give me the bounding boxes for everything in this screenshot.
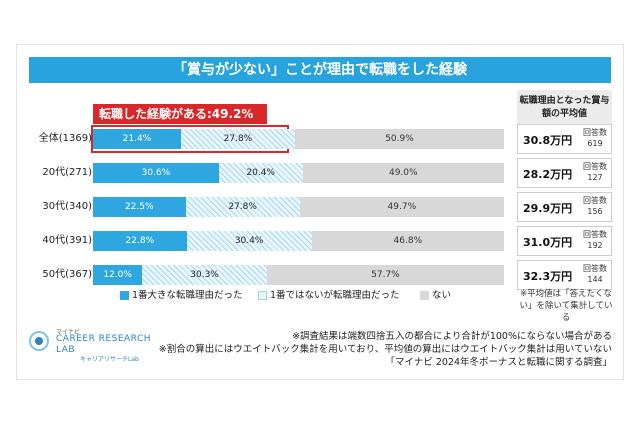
bar-segment-s2: 30.4% (186, 231, 312, 251)
logo-line1: CAREER RESEARCH (56, 334, 152, 344)
row-label: 30代(340) (42, 201, 92, 212)
response-count-value: 127 (587, 173, 603, 182)
response-count-value: 192 (587, 241, 603, 250)
legend-label: ない (432, 290, 452, 301)
bonus-average-cell: 29.9万円 回答数 156 (517, 192, 612, 222)
bonus-average-cell: 32.3万円 回答数 144 (517, 260, 612, 290)
chart-title: 「賞与が少ない」ことが理由で転職をした経験 (29, 57, 611, 83)
row-label: 50代(367) (42, 269, 92, 280)
bonus-amount: 29.9万円 (523, 202, 573, 215)
response-count-value: 144 (587, 275, 603, 284)
bonus-average-cell: 28.2万円 回答数 127 (517, 158, 612, 188)
bar-segment-s3: 50.9% (295, 129, 504, 149)
row-label: 20代(271) (42, 167, 92, 178)
response-count-label: 回答数 (583, 264, 607, 273)
bonus-amount: 30.8万円 (523, 134, 573, 147)
bar-segment-s1: 22.5% (93, 197, 186, 217)
logo-wordmark: CAREER RESEARCH LAB (56, 334, 151, 356)
bar-segment-s1: 30.6% (93, 163, 219, 183)
legend-swatch-none (420, 291, 429, 300)
average-note: ※平均値は「答えたくない」を除いて集計している (519, 289, 613, 323)
response-count-label: 回答数 (583, 128, 607, 137)
logo-brand: マイナビ (56, 329, 80, 336)
response-count: 回答数 144 (583, 263, 607, 285)
bar-segment-s3: 49.7% (299, 197, 504, 217)
logo-line2: LAB (56, 345, 76, 355)
response-count-value: 619 (587, 139, 603, 148)
bonus-amount: 28.2万円 (523, 168, 573, 181)
footnote-weighting: ※割合の算出にはウエイトバック集計を用いており、平均値の算出にはウエイトバック集… (158, 344, 612, 355)
bonus-average-cell: 30.8万円 回答数 619 (517, 124, 612, 154)
response-count: 回答数 619 (583, 127, 607, 149)
bar-segment-s3: 46.8% (311, 231, 504, 251)
response-count-label: 回答数 (583, 196, 607, 205)
response-count-value: 156 (587, 207, 603, 216)
bar-segment-s1: 21.4% (93, 129, 181, 149)
callout-label: 転職した経験がある:49.2% (93, 104, 267, 124)
row-label: 全体(1369) (38, 133, 92, 144)
response-count: 回答数 156 (583, 195, 607, 217)
bonus-amount: 31.0万円 (523, 236, 573, 249)
response-count: 回答数 192 (583, 229, 607, 251)
bar-segment-s2: 30.3% (142, 265, 267, 285)
bar-segment-s3: 49.0% (302, 163, 504, 183)
response-count-label: 回答数 (583, 230, 607, 239)
legend-label: 1番ではないが転職理由だった (270, 290, 400, 301)
bar-segment-s1: 22.8% (93, 231, 187, 251)
bonus-average-cell: 31.0万円 回答数 192 (517, 226, 612, 256)
legend-item-secondary: 1番ではないが転職理由だった (258, 289, 400, 303)
legend-label: 1番大きな転職理由だった (132, 290, 243, 301)
legend-item-primary: 1番大きな転職理由だった (120, 289, 243, 303)
bar-segment-s2: 20.4% (218, 163, 303, 183)
footnote-rounding: ※調査結果は端数四捨五入の都合により合計が100%にならない場合がある (292, 331, 612, 342)
bar-segment-s2: 27.8% (180, 129, 295, 149)
bar-segment-s2: 27.8% (185, 197, 300, 217)
footnote-source: 「マイナビ 2024年冬ボーナスと転職に関する調査」 (385, 357, 612, 368)
logo-subtitle: キャリアリサーチLab (80, 356, 139, 363)
bar-segment-s1: 12.0% (93, 265, 143, 285)
row-label: 40代(391) (42, 235, 92, 246)
response-count: 回答数 127 (583, 161, 607, 183)
legend-swatch-secondary (258, 291, 267, 300)
bonus-average-header: 転職理由となった賞与額の平均値 (517, 90, 612, 126)
legend-swatch-primary (120, 291, 129, 300)
response-count-label: 回答数 (583, 162, 607, 171)
legend-item-none: ない (420, 289, 451, 303)
bar-segment-s3: 57.7% (266, 265, 504, 285)
logo-mark-icon (29, 331, 49, 351)
bonus-amount: 32.3万円 (523, 270, 573, 283)
